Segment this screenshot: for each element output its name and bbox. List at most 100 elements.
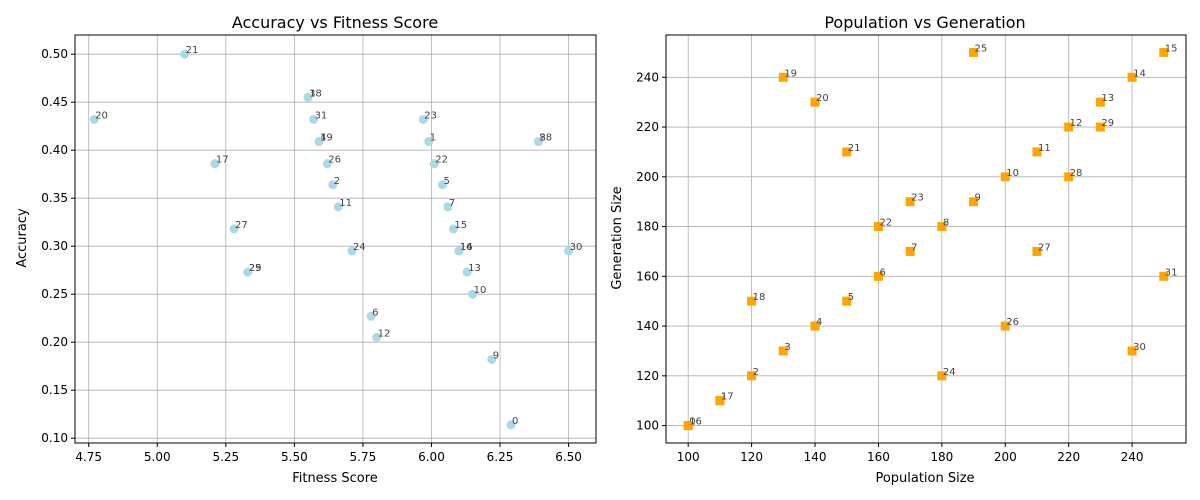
data-point-label: 3: [784, 342, 790, 353]
data-point-label: 5: [848, 292, 854, 303]
y-tick-label: 220: [636, 120, 659, 134]
data-point-label: 30: [1133, 342, 1146, 353]
data-point-label: 19: [320, 133, 333, 144]
data-point-marker: [905, 246, 915, 256]
axes: 100 120 140 160 180 200 220 2401001201401601802…: [636, 70, 1143, 464]
data-point-label: 8: [943, 218, 949, 229]
x-axis-label: Population Size: [875, 471, 974, 486]
data-point-label: 17: [216, 155, 229, 166]
plot-frame: [74, 34, 597, 444]
y-tick-label: 0.50: [41, 47, 68, 61]
data-point-marker: [564, 246, 574, 256]
y-axis-label: Accuracy: [15, 208, 30, 268]
chart-title: Accuracy vs Fitness Score: [232, 13, 438, 32]
x-tick-label: 6.50: [555, 450, 582, 464]
y-tick-label: 160: [636, 269, 659, 283]
x-tick-label: 6.25: [487, 450, 514, 464]
data-point-label: 6: [879, 267, 885, 278]
data-point-label: 7: [449, 198, 455, 209]
data-point-marker: [1159, 47, 1169, 57]
data-point-marker: [810, 97, 820, 107]
y-tick-label: 0.10: [41, 431, 68, 445]
data-point-marker: [180, 49, 190, 59]
data-point-marker: [506, 420, 516, 430]
data-point-label: 23: [424, 110, 437, 121]
data-point-label: 11: [1038, 143, 1051, 154]
data-point-marker: [1127, 346, 1137, 356]
data-point-marker: [1127, 72, 1137, 82]
data-point-label: 21: [848, 143, 861, 154]
data-point-marker: [1064, 122, 1074, 132]
data-point-label: 13: [468, 263, 481, 274]
data-point-label: 31: [315, 110, 328, 121]
data-point-marker: [842, 296, 852, 306]
y-tick-label: 240: [636, 70, 659, 84]
data-point-label: 10: [474, 285, 487, 296]
data-point-label: 29: [1101, 118, 1114, 129]
data-point-marker: [747, 371, 757, 381]
plot-frame: [665, 34, 1187, 444]
data-point-marker: [969, 47, 979, 57]
data-point-label: 26: [328, 155, 341, 166]
x-axis-label: Fitness Score: [292, 471, 378, 486]
x-tick-label: 180: [930, 450, 953, 464]
y-tick-label: 140: [636, 319, 659, 333]
data-point-marker: [462, 267, 472, 277]
data-point-label: 18: [309, 88, 322, 99]
y-axis-label: Generation Size: [610, 186, 625, 289]
data-point-label: 31: [1165, 267, 1178, 278]
x-tick-label: 240: [1121, 450, 1144, 464]
x-tick-label: 6.00: [418, 450, 445, 464]
data-point-label: 28: [1070, 168, 1083, 179]
data-point-marker: [333, 202, 343, 212]
data-point-marker: [1032, 246, 1042, 256]
data-point-marker: [443, 202, 453, 212]
data-point-label: 15: [1165, 43, 1178, 54]
data-point-label: 28: [539, 133, 552, 144]
data-point-label: 18: [753, 292, 766, 303]
data-point-marker: [715, 396, 725, 406]
data-point-label: 3: [309, 88, 315, 99]
data-point-label: 25: [975, 43, 988, 54]
data-point-label: 9: [493, 350, 499, 361]
y-tick-label: 0.15: [41, 383, 68, 397]
data-point-label: 1: [430, 133, 436, 144]
data-point-label: 11: [339, 198, 352, 209]
accuracy-vs-fitness-chart: Accuracy vs Fitness Score Fitness Score …: [15, 13, 597, 486]
data-point-label: 17: [721, 392, 734, 403]
data-point-marker: [418, 114, 428, 124]
data-point-label: 21: [186, 45, 199, 56]
data-point-label: 24: [353, 242, 366, 253]
data-point-label: 8: [539, 133, 545, 144]
y-tick-label: 0.40: [41, 143, 68, 157]
data-point-label: 29: [249, 263, 262, 274]
data-point-marker: [468, 289, 478, 299]
data-point-marker: [1032, 147, 1042, 157]
x-tick-label: 5.25: [212, 450, 239, 464]
data-point-label: 14: [460, 242, 473, 253]
data-point-marker: [448, 224, 458, 234]
data-point-label: 19: [784, 68, 797, 79]
y-tick-label: 0.35: [41, 191, 68, 205]
data-point-marker: [937, 371, 947, 381]
y-tick-label: 180: [636, 220, 659, 234]
data-point-marker: [533, 137, 543, 147]
data-points: 0123456789101112131415161718192021222324…: [683, 43, 1178, 431]
data-point-label: 23: [911, 193, 924, 204]
data-point-marker: [1095, 122, 1105, 132]
data-point-label: 20: [95, 110, 108, 121]
data-point-marker: [969, 197, 979, 207]
x-tick-label: 200: [994, 450, 1017, 464]
data-point-label: 15: [454, 220, 467, 231]
data-point-marker: [210, 159, 220, 169]
data-point-marker: [303, 92, 313, 102]
x-tick-label: 100: [677, 450, 700, 464]
grid: [75, 35, 596, 443]
data-point-marker: [309, 114, 319, 124]
data-point-label: 22: [435, 155, 448, 166]
data-point-label: 16: [460, 242, 473, 253]
data-point-marker: [905, 197, 915, 207]
data-point-label: 7: [911, 242, 917, 253]
data-point-marker: [314, 137, 324, 147]
